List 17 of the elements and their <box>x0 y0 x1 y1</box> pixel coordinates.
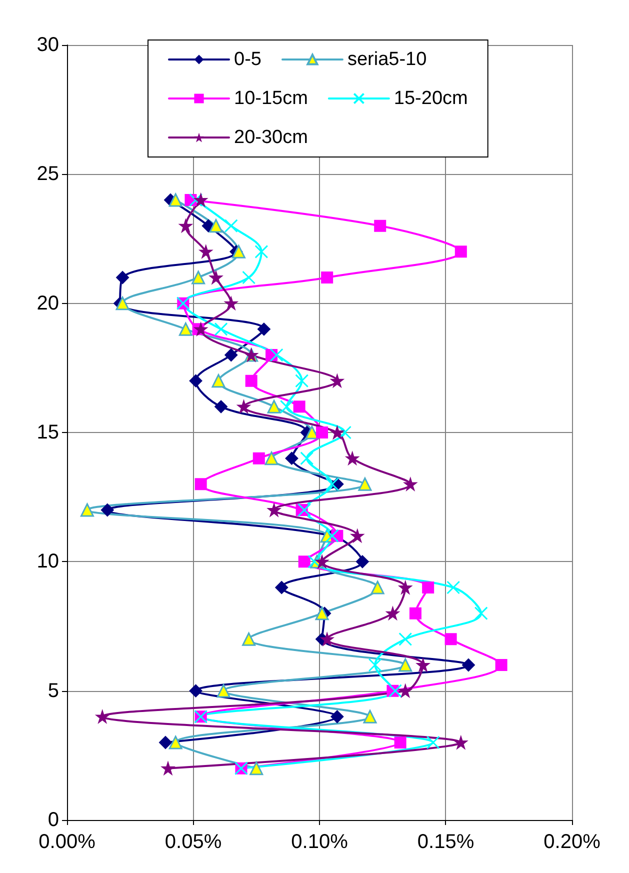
x-tick-label: 0.10% <box>291 831 348 853</box>
y-tick-label: 30 <box>36 34 59 56</box>
legend-label: 20-30cm <box>234 127 308 148</box>
legend-label: 10-15cm <box>234 88 308 109</box>
y-tick-label: 0 <box>48 809 59 831</box>
legend-label: 0-5 <box>234 49 262 70</box>
x-tick-label: 0.00% <box>38 831 96 853</box>
y-tick-label: 15 <box>36 422 59 444</box>
x-tick-label: 0.05% <box>164 831 222 853</box>
legend-label: seria5-10 <box>347 49 427 70</box>
x-tick-label: 0.20% <box>544 831 601 853</box>
y-tick-label: 10 <box>36 550 59 573</box>
y-tick-label: 5 <box>48 680 59 702</box>
legend-label: 15-20cm <box>394 88 468 109</box>
y-tick-label: 25 <box>36 163 59 186</box>
y-tick-label: 20 <box>36 292 59 314</box>
x-tick-label: 0.15% <box>417 831 474 853</box>
